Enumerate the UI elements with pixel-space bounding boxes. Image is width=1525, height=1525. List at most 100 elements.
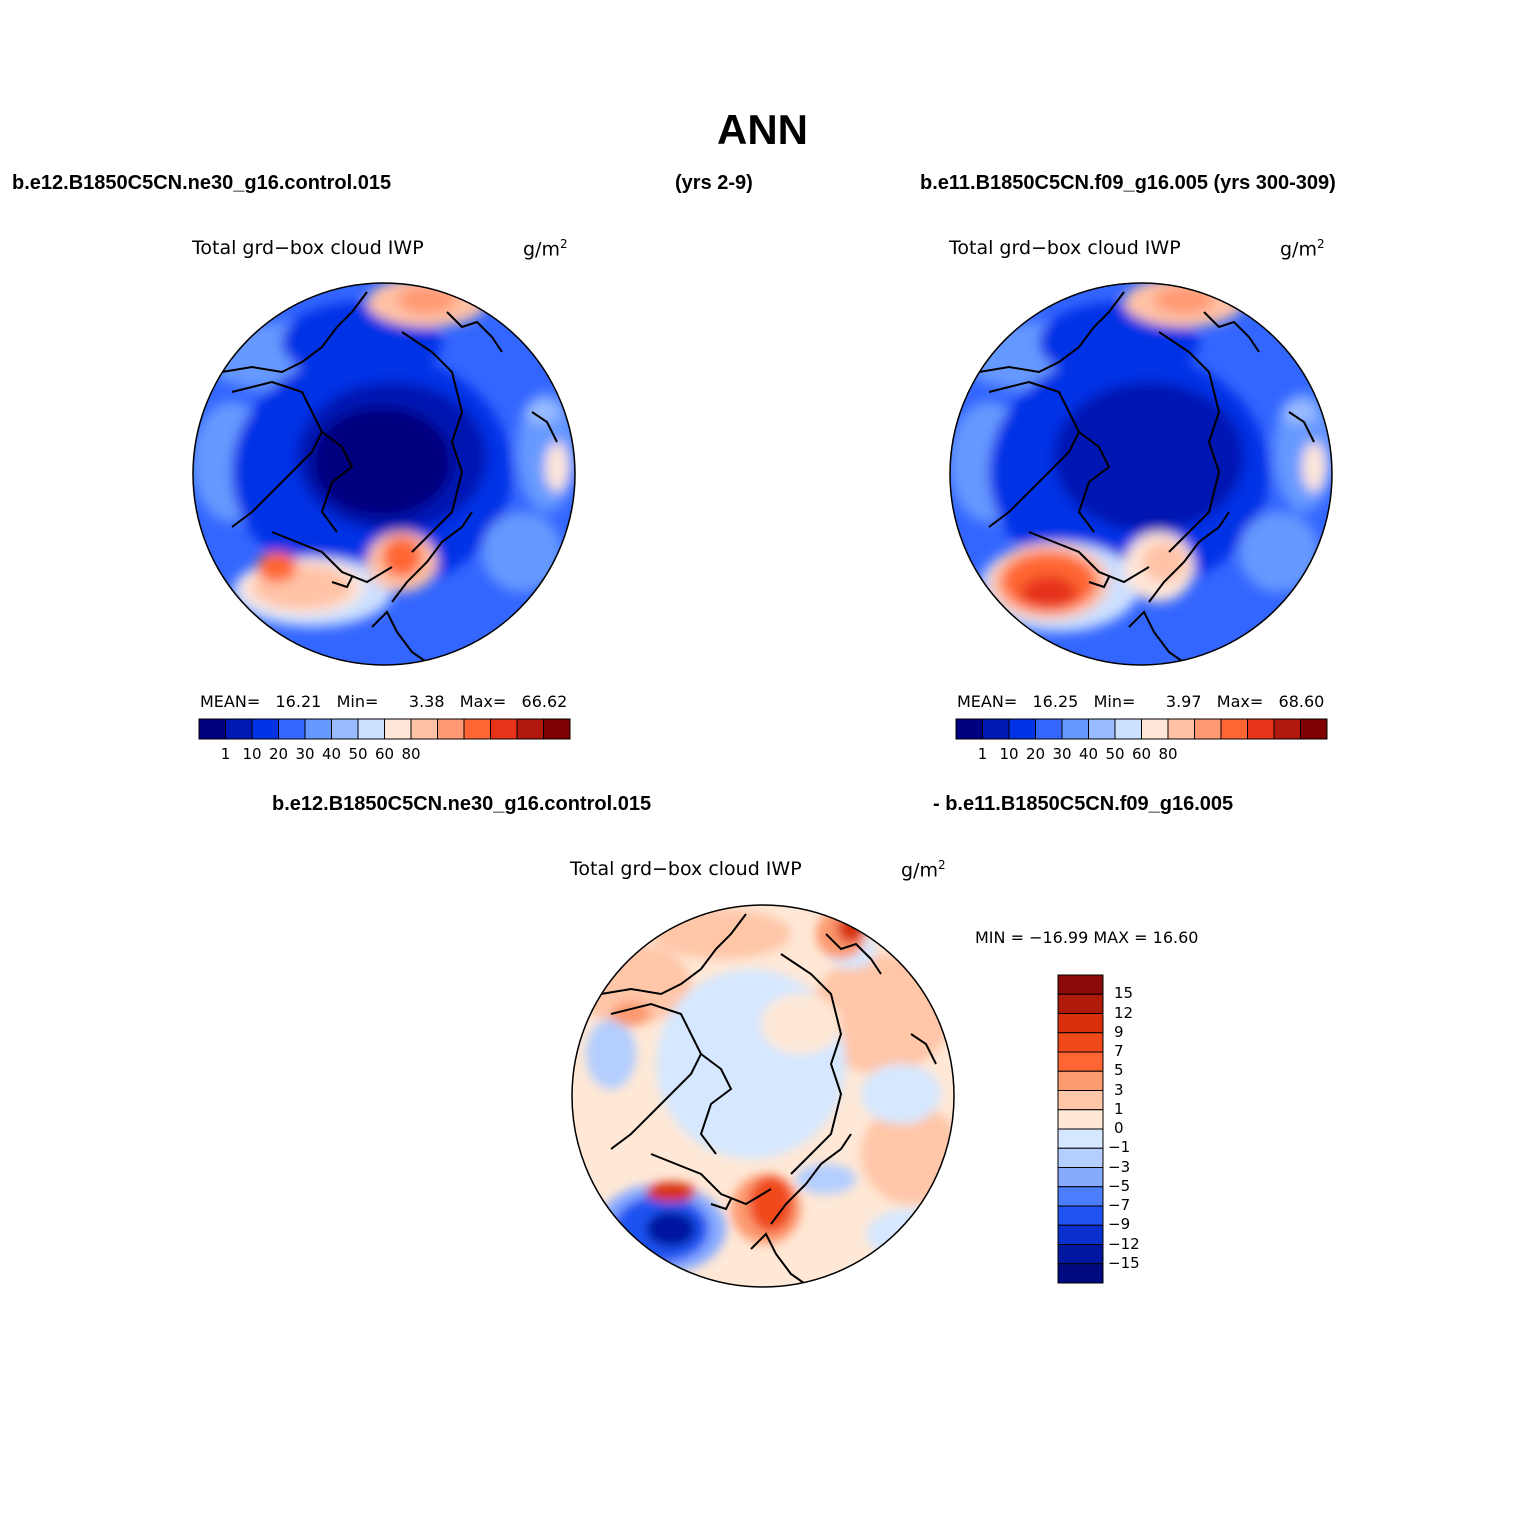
- colorbar-tick-label: 1: [977, 745, 988, 763]
- panel1-colorbar-ticks: 1 10 20 30 40 50 60 80: [199, 745, 570, 765]
- diff-colorbar-swatch: [1057, 1224, 1104, 1245]
- colorbar-swatch: [1300, 718, 1328, 740]
- diff-colorbar-tick-label: 5: [1114, 1061, 1124, 1080]
- colorbar-swatch: [982, 718, 1010, 740]
- colorbar-swatch: [463, 718, 491, 740]
- diff-colorbar-swatch: [1057, 1051, 1104, 1072]
- diff-colorbar-swatch: [1057, 1128, 1104, 1149]
- colorbar-swatch: [1247, 718, 1275, 740]
- colorbar-swatch: [357, 718, 385, 740]
- colorbar-swatch: [225, 718, 253, 740]
- figure-title: ANN: [717, 106, 808, 153]
- colorbar-swatch: [331, 718, 359, 740]
- colorbar-swatch: [1035, 718, 1063, 740]
- colorbar-swatch: [251, 718, 279, 740]
- colorbar-swatch: [1167, 718, 1195, 740]
- diff-colorbar-tick-label: 1: [1114, 1099, 1124, 1118]
- panel2-polar-map: [949, 282, 1333, 666]
- diff-colorbar-tick-label: −7: [1108, 1196, 1131, 1214]
- diff-colorbar-swatch: [1057, 1147, 1104, 1168]
- panel1-polar-map: [192, 282, 576, 666]
- colorbar-tick-label: 50: [348, 745, 368, 763]
- case2-header: b.e11.B1850C5CN.f09_g16.005 (yrs 300-309…: [920, 172, 1336, 194]
- colorbar-swatch: [410, 718, 438, 740]
- colorbar-swatch: [437, 718, 465, 740]
- colorbar-swatch: [1088, 718, 1116, 740]
- diff-colorbar-swatch: [1057, 1263, 1104, 1284]
- colorbar-tick-label: 10: [242, 745, 262, 763]
- colorbar-tick-label: 80: [1158, 745, 1178, 763]
- colorbar-tick-label: 30: [1052, 745, 1072, 763]
- colorbar-swatch: [1061, 718, 1089, 740]
- colorbar-swatch: [1194, 718, 1222, 740]
- diff-minmax: MIN = −16.99 MAX = 16.60: [975, 928, 1199, 947]
- coastlines: [600, 913, 937, 1287]
- diff-colorbar-swatch: [1057, 1090, 1104, 1111]
- diff-right-header: - b.e11.B1850C5CN.f09_g16.005: [933, 793, 1234, 815]
- diff-variable-label: Total grd−box cloud IWP: [570, 858, 802, 880]
- panel2-stats: MEAN= 16.25 Min= 3.97 Max= 68.60: [957, 692, 1325, 711]
- colorbar-swatch: [384, 718, 412, 740]
- diff-colorbar-swatch: [1057, 1109, 1104, 1130]
- diff-colorbar: [1057, 974, 1104, 1284]
- panel1-stats: MEAN= 16.21 Min= 3.38 Max= 66.62: [200, 692, 568, 711]
- colorbar-swatch: [955, 718, 983, 740]
- diff-colorbar-swatch: [1057, 974, 1104, 995]
- colorbar-swatch: [1008, 718, 1036, 740]
- diff-colorbar-swatch: [1057, 1186, 1104, 1207]
- panel1-units: g/m2: [523, 237, 568, 261]
- diff-polar-map: [571, 904, 955, 1288]
- diff-units: g/m2: [901, 858, 946, 882]
- diff-colorbar-tick-label: −9: [1108, 1215, 1131, 1234]
- colorbar-tick-label: 40: [1078, 745, 1099, 763]
- case1-header: b.e12.B1850C5CN.ne30_g16.control.015: [12, 172, 392, 194]
- diff-colorbar-swatch: [1057, 1070, 1104, 1091]
- diff-colorbar-tick-label: 7: [1114, 1042, 1124, 1060]
- diff-colorbar-tick-label: 0: [1114, 1119, 1124, 1137]
- diff-colorbar-swatch: [1057, 1205, 1104, 1226]
- colorbar-swatch: [198, 718, 226, 740]
- colorbar-tick-label: 40: [321, 745, 342, 763]
- coastlines: [978, 291, 1315, 665]
- coastlines: [221, 291, 558, 665]
- case1-years: (yrs 2-9): [675, 172, 753, 194]
- panel2-colorbar-ticks: 1 10 20 30 40 50 60 80: [956, 745, 1327, 765]
- diff-colorbar-tick-label: 9: [1114, 1022, 1124, 1041]
- colorbar-swatch: [304, 718, 332, 740]
- colorbar-tick-label: 60: [1131, 745, 1152, 763]
- colorbar-tick-label: 20: [268, 745, 289, 763]
- diff-colorbar-swatch: [1057, 1244, 1104, 1265]
- colorbar-tick-label: 1: [220, 745, 231, 763]
- panel2-variable-label: Total grd−box cloud IWP: [949, 237, 1181, 259]
- colorbar-swatch: [1273, 718, 1301, 740]
- diff-colorbar-tick-label: 12: [1114, 1003, 1134, 1022]
- diff-colorbar-tick-label: −1: [1108, 1138, 1131, 1157]
- colorbar-swatch: [543, 718, 571, 740]
- diff-colorbar-tick-label: −5: [1108, 1176, 1131, 1195]
- diff-colorbar-tick-label: 15: [1114, 984, 1134, 1003]
- diff-left-header: b.e12.B1850C5CN.ne30_g16.control.015: [272, 793, 652, 815]
- colorbar-swatch: [516, 718, 544, 740]
- diff-colorbar-swatch: [1057, 1167, 1104, 1188]
- diff-colorbar-tick-label: 3: [1114, 1080, 1124, 1099]
- diff-colorbar-swatch: [1057, 1013, 1104, 1034]
- colorbar-tick-label: 80: [401, 745, 421, 763]
- colorbar-swatch: [490, 718, 518, 740]
- panel1-colorbar: [198, 718, 571, 740]
- diff-colorbar-tick-label: −15: [1108, 1253, 1140, 1272]
- diff-colorbar-tick-label: −3: [1108, 1157, 1131, 1176]
- colorbar-swatch: [1141, 718, 1169, 740]
- colorbar-swatch: [1220, 718, 1248, 740]
- panel2-units: g/m2: [1280, 237, 1325, 261]
- diff-colorbar-tick-label: −12: [1108, 1234, 1140, 1253]
- diff-colorbar-ticks: 15 12 9 7 5 3 1 0 −1 −3 −5 −7 −9 −12 −15: [1108, 975, 1168, 1283]
- panel2-colorbar: [955, 718, 1328, 740]
- colorbar-tick-label: 50: [1105, 745, 1125, 763]
- colorbar-swatch: [1114, 718, 1142, 740]
- colorbar-tick-label: 60: [374, 745, 395, 763]
- diff-colorbar-swatch: [1057, 993, 1104, 1014]
- colorbar-tick-label: 30: [295, 745, 315, 763]
- diff-colorbar-swatch: [1057, 1032, 1104, 1053]
- panel1-variable-label: Total grd−box cloud IWP: [192, 237, 424, 259]
- colorbar-tick-label: 10: [999, 745, 1019, 763]
